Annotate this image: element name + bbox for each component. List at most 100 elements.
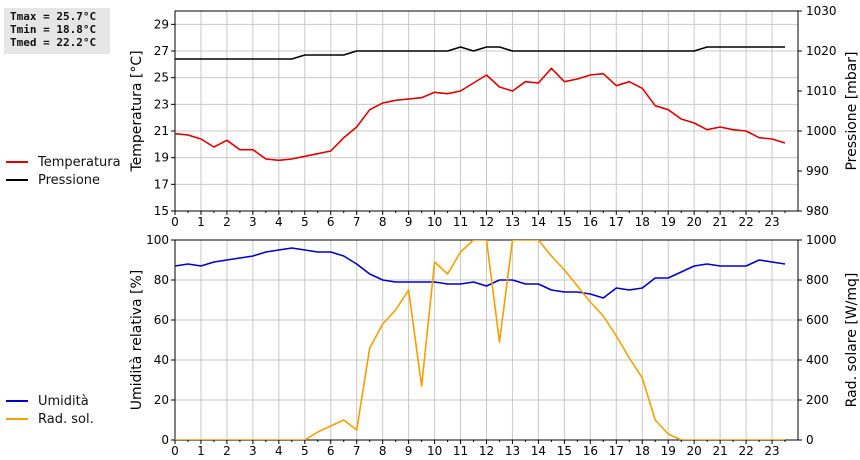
x-tick-label: 21: [712, 215, 727, 229]
y-tick-label-left: 20: [154, 393, 169, 407]
y-tick-label-left: 19: [154, 151, 169, 165]
y-tick-label-right: 1020: [806, 44, 837, 58]
tmin-text: Tmin = 18.8°C: [10, 23, 97, 36]
x-tick-label: 1: [197, 444, 205, 458]
y-tick-label-right: 1000: [806, 233, 837, 247]
chart-panel-0: 0 1 2 3 4 5 6 7 8 9 10 11 12 13 14 15 16 17 18 19 20 21 22 2315…: [129, 4, 860, 229]
series-line-rad-sol: [175, 240, 785, 440]
y-tick-label-left: 80: [154, 273, 169, 287]
y-tick-label-left: 17: [154, 177, 169, 191]
y-tick-label-left: 0: [161, 433, 169, 447]
y-tick-label-left: 25: [154, 71, 169, 85]
y-tick-label-right: 800: [806, 273, 829, 287]
stats-box: Tmax = 25.7°C Tmin = 18.8°C Tmed = 22.2°…: [4, 8, 110, 54]
y-tick-label-right: 200: [806, 393, 829, 407]
x-tick-label: 23: [764, 444, 779, 458]
y-tick-label-right: 600: [806, 313, 829, 327]
x-tick-label: 12: [479, 444, 494, 458]
y-tick-label-right: 1030: [806, 4, 837, 18]
legend-item-radiazione: Rad. sol.: [6, 410, 94, 428]
x-tick-label: 10: [427, 215, 442, 229]
x-tick-label: 20: [687, 444, 702, 458]
legend-item-temperatura: Temperatura: [6, 153, 121, 171]
x-tick-label: 19: [661, 444, 676, 458]
x-tick-label: 3: [249, 444, 257, 458]
y-axis-title-left: Temperatura [°C]: [129, 50, 145, 172]
legend-top: Temperatura Pressione: [6, 153, 121, 189]
x-tick-label: 9: [405, 444, 413, 458]
legend-item-umidita: Umidità: [6, 392, 94, 410]
x-tick-label: 21: [712, 444, 727, 458]
tmax-text: Tmax = 25.7°C: [10, 10, 97, 23]
x-tick-label: 0: [171, 444, 179, 458]
y-tick-label-left: 21: [154, 124, 169, 138]
x-tick-label: 13: [505, 444, 520, 458]
y-tick-label-left: 60: [154, 313, 169, 327]
legend-swatch-radiazione: [6, 418, 28, 420]
series-line-temperatura: [175, 67, 786, 162]
x-tick-label: 18: [635, 444, 650, 458]
y-axis-title-right: Pressione [mbar]: [844, 51, 860, 170]
y-tick-label-right: 1010: [806, 84, 837, 98]
y-axis-title-left: Umidità relativa [%]: [129, 270, 145, 411]
y-tick-label-right: 980: [806, 204, 829, 218]
legend-label-radiazione: Rad. sol.: [38, 411, 94, 427]
x-tick-label: 8: [379, 215, 387, 229]
x-tick-label: 17: [609, 444, 624, 458]
y-tick-label-right: 0: [806, 433, 814, 447]
x-tick-label: 6: [327, 215, 335, 229]
x-tick-label: 15: [557, 444, 572, 458]
tmed-text: Tmed = 22.2°C: [10, 36, 97, 49]
y-tick-label-left: 100: [146, 233, 169, 247]
y-tick-label-right: 990: [806, 164, 829, 178]
x-tick-label: 10: [427, 444, 442, 458]
legend-swatch-temperatura: [6, 161, 28, 163]
x-tick-label: 5: [301, 215, 309, 229]
x-tick-label: 8: [379, 444, 387, 458]
legend-label-pressione: Pressione: [38, 172, 101, 188]
x-tick-label: 11: [453, 444, 468, 458]
legend-bottom: Umidità Rad. sol.: [6, 392, 94, 428]
series-line-umidit: [175, 247, 786, 299]
x-tick-label: 18: [635, 215, 650, 229]
x-tick-label: 1: [197, 215, 205, 229]
x-tick-label: 9: [405, 215, 413, 229]
legend-item-pressione: Pressione: [6, 171, 121, 189]
legend-swatch-umidita: [6, 400, 28, 402]
x-tick-label: 4: [275, 215, 283, 229]
x-tick-label: 17: [609, 215, 624, 229]
legend-label-temperatura: Temperatura: [38, 154, 121, 170]
x-tick-label: 5: [301, 444, 309, 458]
x-tick-label: 15: [557, 215, 572, 229]
y-tick-label-right: 1000: [806, 124, 837, 138]
y-tick-label-left: 15: [154, 204, 169, 218]
x-tick-label: 23: [764, 215, 779, 229]
x-tick-label: 7: [353, 444, 361, 458]
y-tick-label-left: 23: [154, 97, 169, 111]
y-axis-title-right: Rad. solare [W/mq]: [844, 273, 860, 408]
chart-panel-1: 0 1 2 3 4 5 6 7 8 9 10 11 12 13 14 15 16 17 18 19 20 21 22 2302…: [129, 233, 860, 458]
series-line-pressione: [175, 46, 785, 60]
y-tick-label-left: 27: [154, 44, 169, 58]
x-tick-label: 19: [661, 215, 676, 229]
x-tick-label: 13: [505, 215, 520, 229]
legend-swatch-pressione: [6, 179, 28, 181]
x-tick-label: 7: [353, 215, 361, 229]
x-tick-label: 22: [738, 444, 753, 458]
y-tick-label-left: 29: [154, 17, 169, 31]
x-tick-label: 0: [171, 215, 179, 229]
x-tick-label: 6: [327, 444, 335, 458]
x-tick-label: 22: [738, 215, 753, 229]
legend-label-umidita: Umidità: [38, 393, 89, 409]
x-tick-label: 16: [583, 444, 598, 458]
x-tick-label: 2: [223, 215, 231, 229]
x-tick-label: 3: [249, 215, 257, 229]
x-tick-label: 14: [531, 444, 546, 458]
x-tick-label: 14: [531, 215, 546, 229]
x-tick-label: 16: [583, 215, 598, 229]
x-tick-label: 20: [687, 215, 702, 229]
y-tick-label-right: 400: [806, 353, 829, 367]
plot-frame: [174, 10, 799, 212]
x-tick-label: 4: [275, 444, 283, 458]
